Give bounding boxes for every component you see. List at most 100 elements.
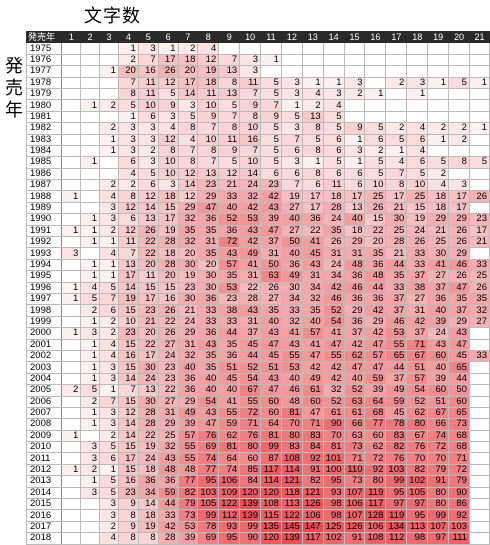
column-header: 16	[364, 30, 387, 44]
count-cell: 1	[117, 110, 139, 124]
count-cell: 37	[448, 304, 470, 317]
count-cell	[80, 133, 101, 146]
count-cell: 5	[99, 475, 119, 488]
count-cell: 46	[322, 292, 345, 306]
count-cell: 17	[343, 190, 366, 203]
count-cell: 43	[157, 452, 179, 465]
count-cell: 1	[406, 87, 429, 101]
count-cell: 13	[137, 384, 159, 397]
count-cell: 41	[301, 236, 324, 249]
count-cell: 6	[322, 133, 345, 146]
count-cell: 106	[364, 520, 387, 534]
year-cell: 1995	[25, 270, 63, 283]
count-cell: 30	[177, 292, 199, 306]
count-cell: 30	[137, 395, 159, 408]
year-cell: 1983	[25, 133, 63, 146]
year-cell: 1980	[25, 99, 63, 112]
count-cell	[448, 144, 470, 158]
column-header: 10	[239, 30, 262, 44]
count-cell: 57	[364, 349, 387, 363]
count-cell: 9	[239, 99, 262, 112]
count-cell: 3	[137, 42, 159, 55]
count-cell: 105	[406, 486, 429, 500]
count-cell: 1	[99, 258, 119, 272]
count-cell: 1	[301, 76, 324, 89]
count-cell: 26	[448, 224, 470, 238]
count-cell: 5	[385, 133, 408, 146]
count-cell: 5	[322, 156, 345, 169]
year-cell: 2008	[25, 418, 63, 431]
count-cell: 57	[177, 429, 199, 443]
table-row: 2011 3 6 17 24 43 55 74 64 60 87 108 92 101 71 72 76 70 70…	[25, 452, 490, 465]
count-cell: 13	[197, 167, 220, 181]
count-cell: 20	[177, 65, 199, 78]
count-cell: 41	[301, 338, 324, 351]
count-cell: 33	[218, 190, 241, 203]
year-cell: 1981	[25, 110, 63, 124]
count-cell: 5	[448, 76, 470, 89]
count-cell: 70	[427, 452, 450, 465]
count-cell: 108	[280, 452, 303, 465]
count-cell: 2	[385, 76, 408, 89]
count-cell: 117	[301, 532, 324, 545]
count-cell: 50	[280, 236, 303, 249]
count-cell: 37	[385, 292, 408, 306]
count-cell: 40	[218, 201, 241, 215]
count-cell: 24	[322, 213, 345, 226]
count-cell: 95	[406, 509, 429, 522]
count-cell: 36	[343, 270, 366, 283]
count-cell: 59	[218, 418, 241, 431]
count-cell: 15	[117, 463, 139, 477]
count-cell: 110	[343, 463, 366, 477]
count-cell: 47	[448, 281, 470, 295]
table-row: 2016 3 8 18 33 73 99 112 139 115 122 106 98 107 128 119…	[25, 509, 490, 522]
count-cell	[99, 87, 119, 101]
count-cell: 31	[239, 315, 262, 329]
count-cell: 6	[99, 452, 119, 465]
count-cell	[61, 270, 82, 283]
count-cell: 80	[427, 497, 450, 511]
count-cell	[61, 497, 82, 511]
count-cell: 47	[322, 338, 345, 351]
count-cell: 36	[197, 292, 220, 306]
count-cell	[61, 304, 82, 317]
count-cell	[385, 99, 408, 112]
column-header: 11	[260, 30, 282, 44]
table-row: 1987 2 2 6 3 14 23 21 24 23 7 6 11 6 10 8 10 4 3	[25, 179, 490, 192]
count-cell: 14	[177, 87, 199, 101]
count-cell: 10	[157, 156, 179, 169]
count-cell	[80, 532, 101, 545]
count-cell: 2	[99, 315, 119, 329]
count-cell: 43	[260, 327, 282, 340]
count-cell	[80, 122, 101, 135]
count-cell: 92	[364, 463, 387, 477]
count-cell	[468, 418, 490, 431]
count-cell: 5	[301, 133, 324, 146]
year-cell: 1975	[25, 42, 63, 55]
count-cell: 67	[406, 349, 429, 363]
count-cell	[218, 42, 241, 55]
count-cell: 11	[322, 179, 345, 192]
count-cell	[468, 395, 490, 408]
count-cell: 22	[239, 281, 262, 295]
count-cell: 120	[239, 486, 262, 500]
count-cell: 32	[177, 349, 199, 363]
count-cell: 29	[448, 315, 470, 329]
count-cell: 27	[468, 315, 490, 329]
count-cell: 23	[117, 486, 139, 500]
count-cell: 44	[157, 497, 179, 511]
count-cell: 3	[137, 122, 159, 135]
table-row: 1992 1 1 11 22 28 32 31 72 42 37 50 41 26 29 20 28 26 25 26…	[25, 236, 490, 249]
count-cell: 106	[218, 475, 241, 488]
count-cell: 17	[117, 270, 139, 283]
count-cell: 55	[239, 395, 262, 408]
count-cell	[99, 76, 119, 89]
count-cell: 42	[322, 361, 345, 374]
count-cell: 10	[197, 99, 220, 112]
table-row: 1984 1 3 2 8 7 8 9 7 5 6 8 6 3 2 1 4	[25, 144, 490, 158]
year-cell: 1998	[25, 304, 63, 317]
count-cell: 1	[80, 338, 101, 351]
count-cell	[61, 144, 82, 158]
count-cell: 44	[218, 327, 241, 340]
count-cell	[364, 110, 387, 124]
